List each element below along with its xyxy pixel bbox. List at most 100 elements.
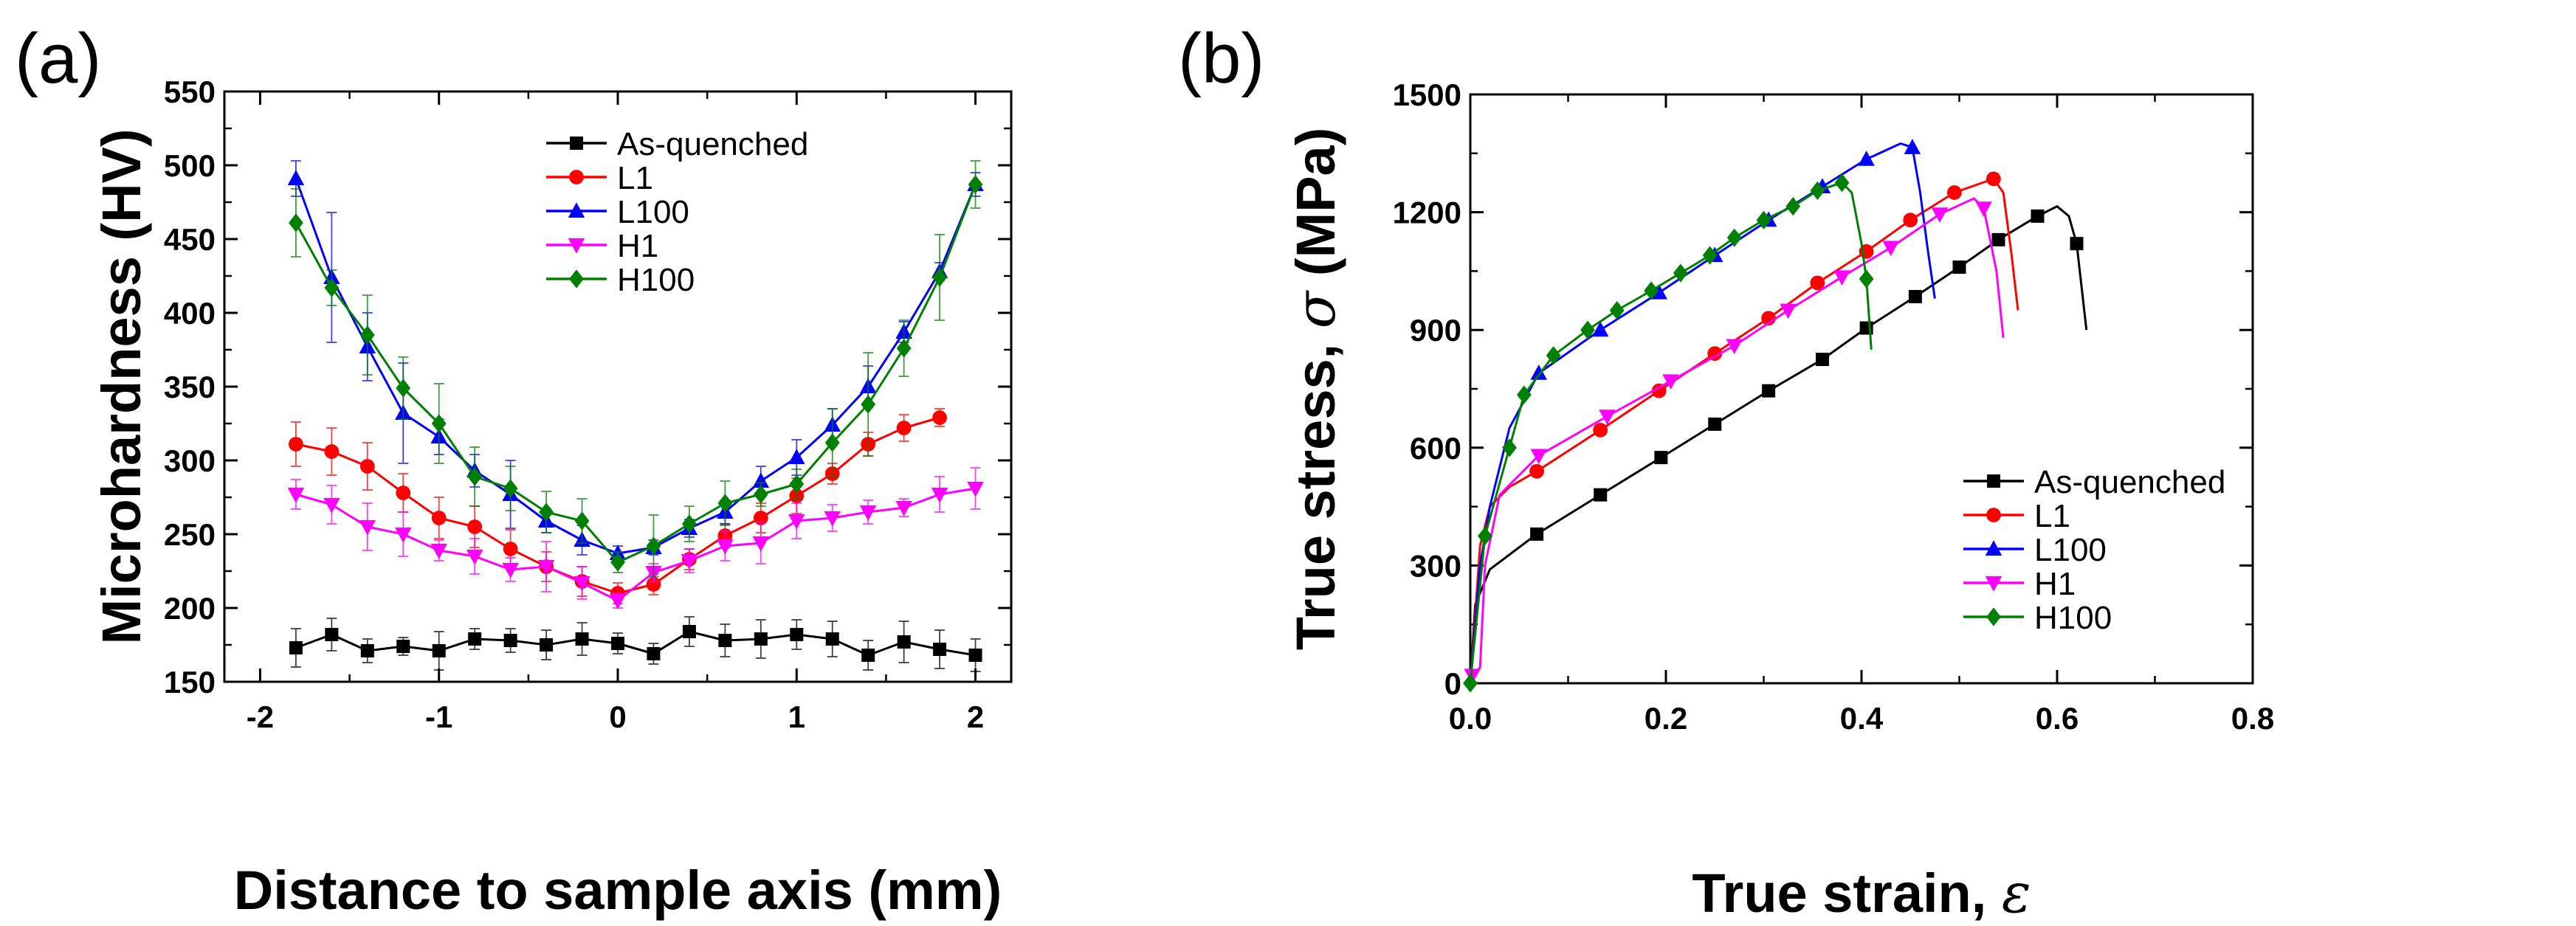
data-point (287, 170, 305, 185)
data-point (752, 536, 770, 552)
data-point (968, 649, 982, 662)
legend-label: H1 (617, 228, 658, 264)
data-point (1530, 364, 1547, 380)
data-point (537, 560, 555, 576)
data-point (1529, 463, 1545, 479)
data-point (2070, 237, 2084, 251)
series-l100 (1469, 139, 1936, 684)
series-l1 (289, 408, 947, 604)
x-axis-title: Distance to sample axis (mm) (234, 860, 1002, 921)
data-point (718, 634, 732, 647)
y-tick-label: 900 (1410, 313, 1461, 348)
legend-item: As-quenched (1963, 464, 2225, 500)
data-point (1464, 668, 1481, 685)
series-h100 (289, 160, 983, 578)
x-tick-label: 0.8 (2231, 701, 2274, 736)
data-point (395, 528, 412, 543)
data-point (468, 632, 482, 646)
legend-marker (569, 170, 584, 184)
x-axis-title: True strain, ε (1692, 862, 2031, 925)
series-h1 (1464, 197, 2005, 685)
data-point (575, 632, 589, 646)
data-point (324, 278, 340, 297)
data-point (859, 505, 877, 521)
x-axis-symbol: ε (2002, 862, 2031, 925)
data-point (1477, 526, 1492, 546)
data-point (682, 514, 697, 533)
data-point (681, 554, 698, 570)
legend-item: H1 (1963, 566, 2076, 602)
data-point (1662, 374, 1679, 390)
y-axis-unit: (MPa) (1285, 128, 1346, 291)
data-point (1810, 181, 1825, 200)
data-point (933, 643, 947, 656)
data-point (1702, 246, 1718, 265)
data-point (289, 213, 303, 232)
data-point (539, 502, 554, 522)
data-point (2031, 209, 2045, 223)
data-point (430, 544, 447, 559)
plot-frame (1469, 93, 2254, 685)
data-point (1599, 410, 1616, 425)
legend-marker (1986, 508, 2001, 522)
data-point (861, 649, 875, 662)
series-line (295, 487, 976, 602)
data-point (932, 410, 947, 425)
data-point (646, 577, 661, 592)
data-point (1859, 269, 1874, 288)
y-tick-label: 1500 (1393, 77, 1461, 112)
series-line (1469, 142, 1936, 684)
data-point (1946, 185, 1962, 200)
x-tick-label: 2 (967, 699, 984, 734)
data-point (931, 488, 948, 503)
legend-marker (569, 269, 584, 288)
data-point (289, 641, 303, 654)
legend-label: H100 (2034, 600, 2112, 636)
data-point (359, 325, 375, 345)
y-tick-label: 400 (164, 296, 216, 331)
data-point (1810, 275, 1825, 291)
y-tick-label: 300 (1410, 548, 1461, 583)
data-point (609, 594, 627, 609)
y-tick-label: 200 (164, 591, 216, 626)
series-h1 (287, 467, 984, 609)
data-point (325, 628, 339, 641)
data-point (1502, 438, 1517, 457)
data-point (1903, 213, 1918, 228)
legend-label: L100 (2034, 532, 2107, 568)
panel-label: (b) (1178, 19, 1264, 98)
data-point (359, 459, 375, 474)
data-point (896, 421, 912, 435)
data-point (1591, 321, 1609, 337)
legend-marker (570, 137, 583, 150)
data-point (503, 542, 518, 556)
series-h100 (1463, 173, 1874, 693)
y-tick-label: 150 (164, 665, 216, 699)
data-point (360, 644, 374, 657)
series-line (1469, 182, 1873, 684)
data-point (503, 479, 518, 498)
data-point (895, 501, 912, 516)
data-point (1908, 289, 1922, 303)
y-tick-label: 550 (164, 75, 216, 109)
data-point (1986, 171, 2001, 187)
data-point (503, 634, 517, 647)
data-point (396, 486, 411, 500)
data-point (790, 628, 804, 641)
x-axis-title-text: True strain, (1692, 863, 2001, 924)
x-tick-label: -2 (247, 699, 274, 734)
legend-label: L1 (617, 160, 653, 196)
data-point (1780, 303, 1797, 319)
data-point (861, 395, 876, 414)
legend-item: H1 (546, 228, 658, 264)
x-tick-label: 0.4 (1840, 701, 1884, 736)
data-point (1816, 353, 1829, 367)
legend-label: H1 (2034, 566, 2076, 602)
data-point (610, 553, 625, 572)
x-tick-label: 0.6 (2036, 701, 2079, 736)
data-point (1726, 228, 1742, 247)
data-point (1530, 449, 1547, 465)
data-point (754, 632, 768, 646)
data-point (540, 638, 554, 652)
